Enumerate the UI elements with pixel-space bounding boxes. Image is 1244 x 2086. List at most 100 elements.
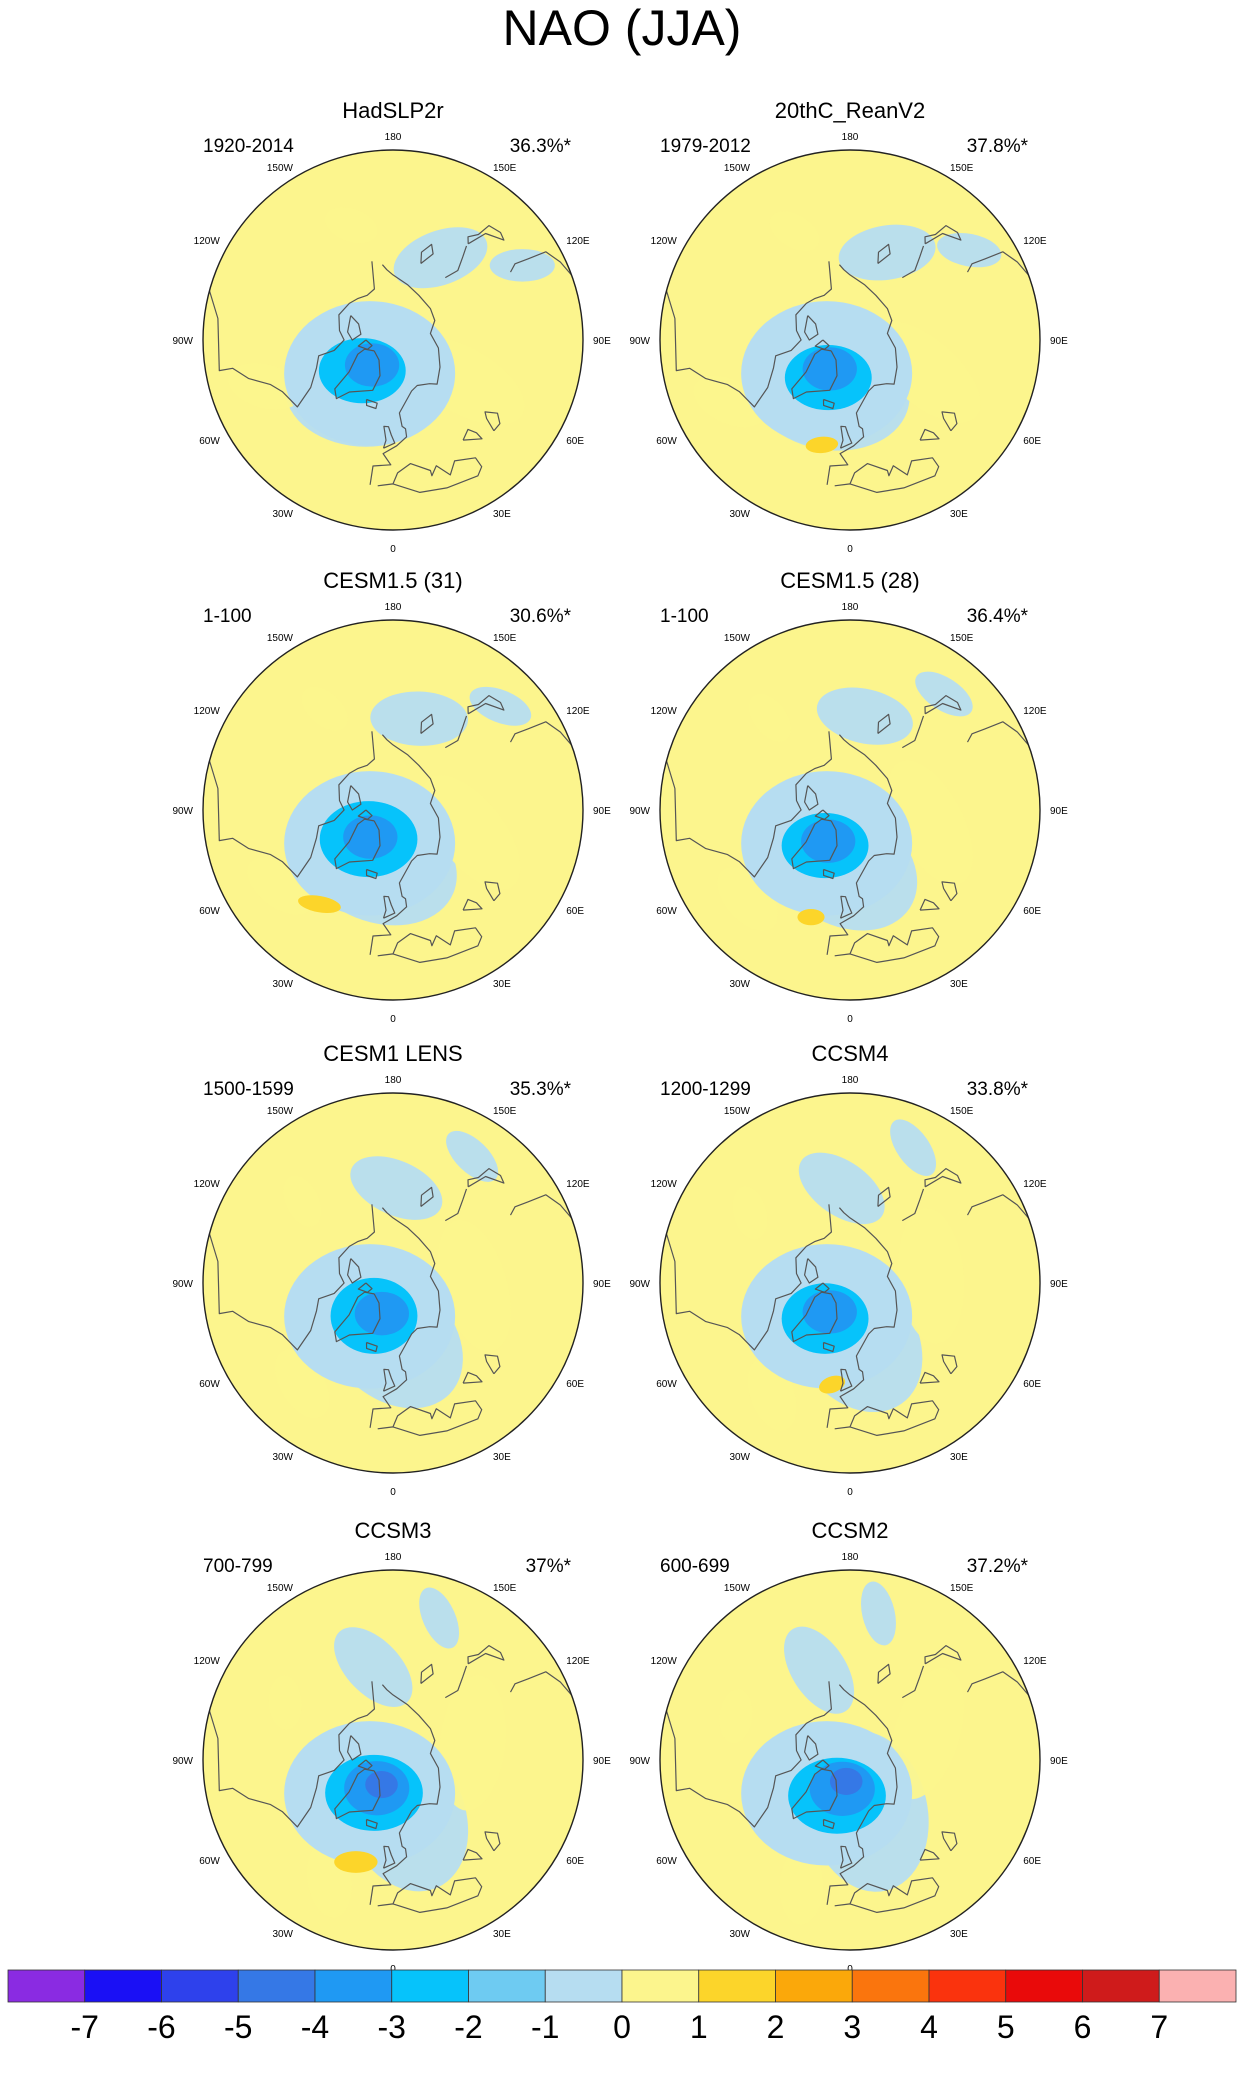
panel-period: 600-699: [660, 1556, 730, 1577]
longitude-label: 30E: [493, 1452, 511, 1463]
panel-period: 1-100: [660, 606, 709, 627]
coastline: [467, 225, 505, 245]
map-panel: 180 150E 120E 90E 60E 30E 0 30W 60W 90W 120W 150W Ha…: [172, 98, 611, 555]
colorbar-segment: [1082, 1969, 1160, 2003]
coastline: [877, 1186, 891, 1207]
panel-period: 1920-2014: [203, 136, 294, 157]
colorbar-segment: [621, 1969, 700, 2003]
anomaly-region: [779, 1848, 824, 1925]
longitude-label: 120W: [194, 706, 221, 717]
coastline: [509, 1194, 572, 1219]
map-border: [202, 1569, 584, 1951]
panel-variance: 37.8%*: [967, 136, 1029, 157]
panel-variance: 37%*: [526, 1556, 572, 1577]
panel-period: 1500-1599: [203, 1079, 294, 1100]
anomaly-region: [890, 1667, 964, 1800]
coastline: [377, 457, 483, 493]
map-panel: 180 150E 120E 90E 60E 30E 0 30W 60W 90W 120W 150W CE…: [172, 568, 611, 1025]
longitude-label: 60W: [656, 436, 677, 447]
longitude-label: 0: [390, 544, 396, 555]
panel-variance: 33.8%*: [967, 1079, 1029, 1100]
panel-title: CESM1.5 (28): [780, 568, 919, 593]
anomaly-region: [334, 1627, 413, 1707]
map-border: [202, 1092, 584, 1474]
coastline: [369, 1207, 441, 1428]
map-border: [659, 619, 1041, 1001]
longitude-label: 30E: [950, 509, 968, 520]
longitude-label: 120E: [1023, 1179, 1047, 1190]
coastline: [924, 1168, 962, 1188]
anomaly-region: [784, 1626, 855, 1714]
anomaly-region: [489, 249, 555, 282]
colorbar-segment: [928, 1969, 1007, 2003]
coastline: [941, 1354, 958, 1375]
longitude-label: 90E: [593, 1279, 611, 1290]
coastline: [834, 457, 940, 493]
longitude-label: 0: [847, 1487, 853, 1498]
coastline: [445, 1665, 468, 1699]
anomaly-region: [748, 694, 791, 742]
longitude-label: 30W: [272, 979, 293, 990]
anomaly-region: [798, 1152, 885, 1225]
map-panel: 180 150E 120E 90E 60E 30E 0 30W 60W 90W 120W 150W CC…: [629, 1518, 1068, 1975]
coastline: [357, 1759, 373, 1770]
coastline: [665, 1681, 832, 1828]
coastline: [365, 1818, 378, 1830]
colorbar-segment: [775, 1969, 853, 2003]
coastline: [509, 1671, 572, 1696]
coastline: [377, 927, 483, 963]
longitude-label: 180: [385, 1075, 402, 1086]
coastline: [665, 261, 832, 408]
longitude-label: 0: [847, 1014, 853, 1025]
anomaly-region: [838, 224, 936, 281]
coastline: [924, 1645, 962, 1665]
longitude-label: 60W: [199, 436, 220, 447]
colorbar-segment: [698, 1969, 776, 2003]
colorbar-segment: [161, 1969, 239, 2003]
coastline: [208, 1204, 375, 1351]
coastline: [445, 1188, 468, 1222]
coastline: [445, 245, 468, 279]
longitude-label: 60E: [1023, 1379, 1041, 1390]
coastline: [834, 1400, 940, 1436]
longitude-label: 90W: [629, 1756, 650, 1767]
longitude-label: 60E: [1023, 436, 1041, 447]
coastline: [382, 1845, 396, 1869]
coastline: [484, 881, 501, 902]
map-border: [659, 149, 1041, 531]
longitude-label: 60W: [656, 1856, 677, 1867]
longitude-label: 90W: [629, 336, 650, 347]
coastline: [919, 1371, 940, 1384]
panel-title: CCSM2: [811, 1518, 888, 1543]
coastline: [902, 1665, 925, 1699]
colorbar-tick-label: 2: [767, 2009, 785, 2045]
positive-anomaly-contour: [298, 895, 341, 913]
longitude-label: 150E: [493, 633, 517, 644]
panel-title: CCSM3: [354, 1518, 431, 1543]
map-panel: 180 150E 120E 90E 60E 30E 0 30W 60W 90W 120W 150W CC…: [172, 1518, 611, 1975]
coastline: [791, 348, 838, 400]
colorbar-segment: [1158, 1969, 1237, 2003]
colorbar-tick-label: 7: [1150, 2009, 1168, 2045]
longitude-label: 60W: [199, 1856, 220, 1867]
negative-anomaly-contour: [365, 1771, 398, 1799]
coastline: [826, 1684, 898, 1905]
longitude-label: 150W: [724, 163, 751, 174]
coastline: [839, 895, 853, 919]
coastline: [804, 315, 819, 341]
coastline: [941, 411, 958, 432]
coastline: [834, 927, 940, 963]
negative-anomaly-contour: [354, 1291, 410, 1336]
negative-anomaly-contour: [802, 347, 857, 391]
coastline: [791, 1291, 838, 1343]
longitude-label: 120E: [566, 236, 590, 247]
longitude-label: 30W: [272, 509, 293, 520]
longitude-label: 150E: [493, 1583, 517, 1594]
longitude-label: 120W: [194, 236, 221, 247]
coastline: [822, 1341, 835, 1353]
longitude-label: 90E: [593, 806, 611, 817]
panel-variance: 37.2%*: [967, 1556, 1029, 1577]
coastline: [357, 809, 373, 820]
colorbar-segment: [7, 1969, 86, 2003]
panel-variance: 30.6%*: [510, 606, 572, 627]
